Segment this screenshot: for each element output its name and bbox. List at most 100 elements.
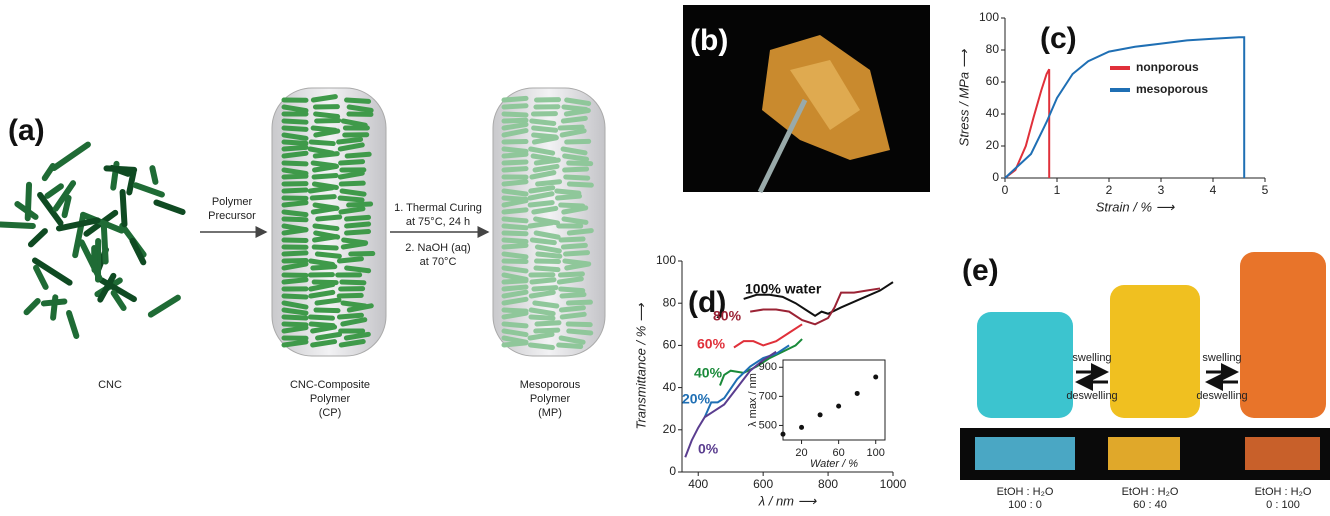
rod <box>559 279 581 282</box>
rod <box>535 303 557 306</box>
rod <box>284 310 306 313</box>
rod <box>316 310 338 311</box>
rod <box>284 328 306 331</box>
rod <box>531 292 553 296</box>
rod <box>504 106 526 107</box>
caption: Precursor <box>208 210 256 222</box>
caption: at 75°C, 24 h <box>406 216 470 228</box>
series-label: 20% <box>682 391 711 407</box>
rod <box>530 345 552 348</box>
rod <box>562 314 584 317</box>
rod <box>311 142 333 144</box>
rod <box>568 302 590 303</box>
point <box>855 391 860 396</box>
rod <box>569 231 591 233</box>
rod <box>504 125 526 128</box>
x-tick-label: 400 <box>688 477 708 491</box>
y-tick-label: 80 <box>986 42 1000 56</box>
cnc-rod <box>104 226 106 261</box>
rod <box>565 156 587 159</box>
rod <box>347 100 369 101</box>
cnc-rod <box>31 231 45 244</box>
y-tick-label: 20 <box>663 422 677 436</box>
cnc-rod <box>152 168 155 182</box>
series-line <box>1005 69 1049 178</box>
arrow-label: deswelling <box>1196 390 1247 402</box>
x-tick-label: 1 <box>1054 183 1061 197</box>
rod <box>530 334 552 338</box>
rod <box>311 261 333 264</box>
rod <box>504 210 526 212</box>
rod <box>504 254 526 257</box>
rod <box>284 253 306 254</box>
y-axis-label: Stress / MPa ⟶ <box>956 48 971 146</box>
rod <box>563 118 585 121</box>
rod <box>342 282 364 283</box>
series-line <box>1005 37 1244 178</box>
rod <box>342 191 364 194</box>
caption: Polymer <box>310 393 351 405</box>
sample <box>975 437 1075 470</box>
cnc-rod <box>36 268 46 287</box>
rod <box>339 259 361 261</box>
rod <box>504 261 526 262</box>
rod <box>349 204 371 205</box>
x-tick-label: 100 <box>867 447 885 459</box>
legend-label: mesoporous <box>1136 82 1208 96</box>
rod <box>284 142 306 143</box>
x-tick-label: 5 <box>1262 183 1269 197</box>
series-label: 40% <box>694 365 723 381</box>
cnc-rod <box>69 313 76 336</box>
rod <box>504 240 526 242</box>
rod <box>504 331 526 335</box>
point <box>873 375 878 380</box>
rod <box>284 163 306 164</box>
cnc-rod <box>65 198 69 215</box>
rod <box>347 154 369 156</box>
rod <box>566 177 588 178</box>
rod <box>531 310 553 314</box>
rod <box>347 232 369 233</box>
rod <box>339 315 361 317</box>
caption: Polymer <box>212 196 253 208</box>
rod <box>318 217 340 219</box>
sample <box>1108 437 1180 470</box>
rod <box>565 169 587 170</box>
rod <box>317 300 339 303</box>
y-axis-label: λ max / nm <box>747 373 759 427</box>
rod <box>568 324 590 325</box>
x-tick-label: 2 <box>1106 183 1113 197</box>
rod <box>538 254 560 256</box>
series-line <box>734 324 802 347</box>
rod <box>504 182 526 184</box>
rod <box>284 176 306 177</box>
x-tick-label: 0 <box>1002 183 1009 197</box>
rod <box>561 289 583 291</box>
panel-b: (b) <box>683 5 930 192</box>
rod <box>347 268 369 271</box>
rod <box>311 324 333 326</box>
rod <box>567 100 589 103</box>
rod <box>314 176 336 177</box>
cnc-rod <box>47 186 60 196</box>
caption: EtOH : H₂O <box>1255 486 1312 498</box>
rod <box>534 288 556 289</box>
rod <box>341 209 363 212</box>
panel-label: (a) <box>8 114 45 147</box>
rod <box>504 281 526 282</box>
inset-frame <box>783 360 885 440</box>
rod <box>284 280 306 282</box>
rod <box>504 149 526 151</box>
rod <box>284 170 306 173</box>
cnc-rod <box>156 202 182 211</box>
rod <box>284 317 306 318</box>
legend-label: nonporous <box>1136 60 1199 74</box>
rod <box>349 107 371 110</box>
rod <box>284 153 306 156</box>
y-tick-label: 0 <box>669 464 676 478</box>
caption: CNC-Composite <box>290 379 370 391</box>
cnc-rod <box>151 298 178 315</box>
rod <box>315 226 337 229</box>
rod <box>284 203 306 205</box>
rod <box>504 141 526 142</box>
